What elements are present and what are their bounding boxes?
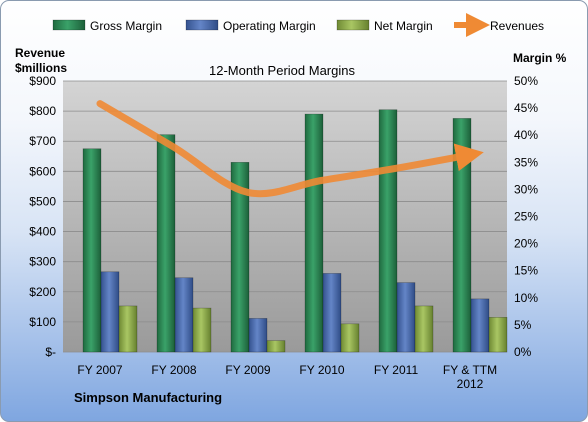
legend-swatch-operating-margin	[185, 19, 219, 31]
right-tick-label: 50%	[514, 74, 538, 88]
net-margin-bar	[266, 340, 286, 353]
right-tick-label: 20%	[514, 237, 538, 251]
right-tick-label: 30%	[514, 182, 538, 196]
category-label: FY 2009	[225, 363, 270, 377]
category-label: FY & TTM 2012	[443, 363, 497, 391]
left-tick-label: $400	[29, 225, 56, 239]
net-margin-bar	[414, 305, 434, 353]
gross-margin-bar	[82, 148, 102, 353]
left-tick-label: $600	[29, 164, 56, 178]
chart-title: 12-Month Period Margins	[209, 63, 355, 78]
category-label: FY 2010	[299, 363, 344, 377]
legend-label-net-margin: Net Margin	[374, 19, 433, 33]
left-tick-label: $700	[29, 134, 56, 148]
legend-swatch-net-margin	[336, 19, 370, 31]
company-name: Simpson Manufacturing	[74, 390, 222, 405]
left-axis-title-line2: $millions	[15, 61, 67, 75]
left-tick-label: $500	[29, 194, 56, 208]
left-tick-label: $200	[29, 285, 56, 299]
operating-margin-bar	[100, 271, 120, 353]
left-axis-title-line1: Revenue	[15, 46, 65, 60]
gross-margin-bar	[452, 118, 472, 353]
left-tick-label: $900	[29, 74, 56, 88]
operating-margin-bar	[396, 282, 416, 353]
left-tick-label: $-	[45, 345, 56, 359]
net-margin-bar	[118, 305, 138, 353]
gross-margin-bar	[378, 109, 398, 353]
revenues-line	[96, 100, 484, 198]
left-tick-label: $100	[29, 315, 56, 329]
operating-margin-bar	[174, 277, 194, 353]
right-tick-label: 10%	[514, 291, 538, 305]
right-tick-label: 45%	[514, 101, 538, 115]
right-tick-label: 35%	[514, 155, 538, 169]
legend-label-operating-margin: Operating Margin	[223, 19, 316, 33]
right-axis-title: Margin %	[513, 51, 567, 65]
gridlines	[63, 80, 507, 353]
right-tick-label: 15%	[514, 264, 538, 278]
operating-margin-bar	[322, 273, 342, 353]
legend-label-gross-margin: Gross Margin	[90, 19, 162, 33]
net-margin-bar	[488, 317, 508, 353]
category-label: FY 2007	[77, 363, 122, 377]
gross-margin-bar	[156, 134, 176, 353]
legend-label-revenues: Revenues	[490, 19, 544, 33]
gross-margin-bar	[230, 162, 250, 353]
left-tick-label: $300	[29, 255, 56, 269]
operating-margin-bar	[470, 298, 490, 353]
left-tick-label: $800	[29, 104, 56, 118]
net-margin-bar	[192, 307, 212, 353]
right-tick-label: 40%	[514, 128, 538, 142]
category-label: FY 2008	[151, 363, 196, 377]
legend-swatch-gross-margin	[52, 19, 86, 31]
category-label: FY 2011	[374, 363, 419, 377]
right-tick-label: 25%	[514, 210, 538, 224]
gross-margin-bar	[304, 113, 324, 353]
right-tick-label: 0%	[514, 345, 532, 359]
net-margin-bar	[340, 323, 360, 353]
operating-margin-bar	[248, 318, 268, 353]
right-tick-label: 5%	[514, 318, 532, 332]
